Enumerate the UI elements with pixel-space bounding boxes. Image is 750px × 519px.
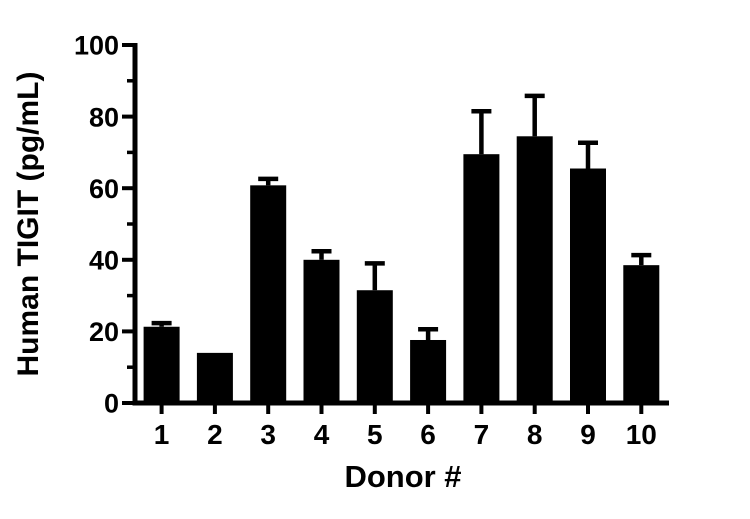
x-tick-label-donor-7: 7: [474, 419, 490, 450]
bar-donor-5: [356, 290, 393, 405]
bar-donor-7: [463, 154, 500, 405]
x-tick-label-donor-3: 3: [260, 419, 276, 450]
y-tick-label-80: 80: [89, 102, 119, 132]
x-tick-label-donor-10: 10: [626, 419, 657, 450]
bar-donor-8: [516, 136, 553, 406]
x-tick-label-donor-4: 4: [314, 419, 330, 450]
y-tick-label-40: 40: [89, 246, 119, 276]
bars-group: [143, 136, 660, 406]
x-tick-label-donor-1: 1: [154, 419, 170, 450]
y-tick-label-60: 60: [89, 174, 119, 204]
error-bar-donor-6: [418, 327, 439, 340]
bar-donor-9: [570, 168, 606, 405]
error-bar-donor-3: [258, 176, 279, 186]
error-bars-group: [151, 93, 652, 340]
bar-donor-10: [623, 265, 660, 405]
error-bar-donor-8: [524, 93, 545, 137]
error-bar-donor-7: [471, 108, 492, 155]
y-tick-label-20: 20: [89, 317, 119, 347]
error-bar-donor-10: [631, 252, 652, 266]
axes-group: [122, 43, 669, 414]
x-axis-title: Donor #: [344, 459, 461, 494]
error-bar-donor-9: [578, 140, 598, 169]
tick-labels-group: 0 20 40 60 80 100 1 2 3 4 5 6 7 8 9 10: [74, 31, 657, 450]
bar-donor-6: [410, 339, 447, 405]
x-tick-label-donor-9: 9: [580, 419, 596, 450]
x-tick-label-donor-2: 2: [207, 419, 223, 450]
y-tick-label-0: 0: [104, 389, 119, 419]
bar-donor-4: [303, 259, 340, 405]
x-tick-label-donor-5: 5: [367, 419, 383, 450]
bar-donor-2: [196, 352, 233, 405]
error-bar-donor-1: [151, 320, 172, 327]
x-tick-label-donor-8: 8: [527, 419, 543, 450]
x-tick-label-donor-6: 6: [420, 419, 436, 450]
y-tick-label-100: 100: [74, 31, 119, 61]
error-bar-donor-4: [311, 248, 332, 260]
bar-donor-3: [250, 185, 287, 405]
y-axis-title: Human TIGIT (pg/mL): [12, 72, 45, 377]
bar-donor-1: [143, 326, 180, 405]
error-bar-donor-5: [364, 261, 385, 291]
